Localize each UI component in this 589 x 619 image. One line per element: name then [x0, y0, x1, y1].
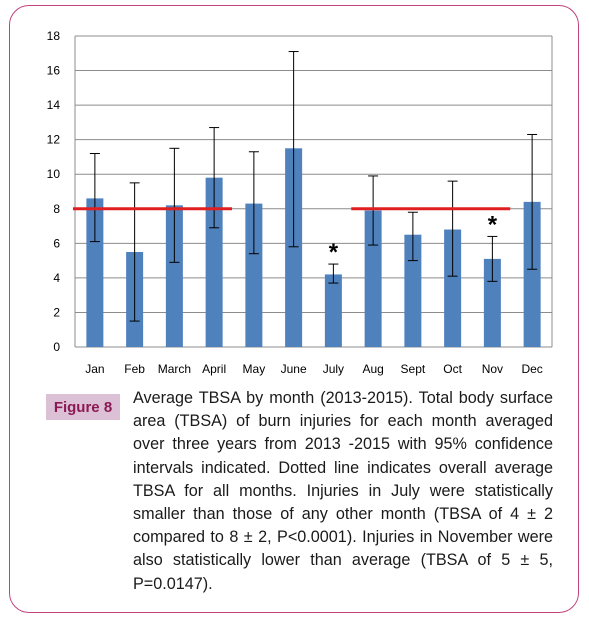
x-tick-label: Feb [124, 362, 145, 376]
bar-dec [523, 201, 541, 347]
x-tick-label: Nov [482, 362, 503, 376]
figure-caption: Average TBSA by month (2013-2015). Total… [133, 389, 553, 593]
y-tick-label: 14 [47, 98, 61, 112]
y-tick-label: 4 [53, 271, 60, 285]
x-tick-label: Aug [362, 362, 383, 376]
x-tick-label: June [281, 362, 307, 376]
x-tick-label: Dec [521, 362, 542, 376]
bar-may [245, 203, 263, 347]
bar-jan [86, 198, 104, 347]
bar-sept [404, 234, 422, 347]
x-tick-label: Jan [85, 362, 104, 376]
bar-july [324, 274, 342, 347]
significance-marker: * [329, 239, 339, 266]
x-tick-label: May [243, 362, 266, 376]
y-tick-label: 12 [47, 133, 61, 147]
y-tick-label: 10 [47, 167, 61, 181]
bar-chart: 0 2 4 6 8 10 12 14 16 18 * * Jan Feb March April May June… [47, 29, 553, 376]
y-tick-label: 6 [53, 236, 60, 250]
y-tick-label: 2 [53, 305, 60, 319]
bar-march [165, 205, 183, 347]
y-tick-label: 18 [47, 29, 61, 43]
y-tick-label: 16 [47, 64, 61, 78]
bar-oct [444, 229, 462, 347]
bar-june [285, 148, 303, 347]
y-tick-label: 8 [53, 202, 60, 216]
x-tick-label: Sept [401, 362, 426, 376]
significance-marker: * [488, 211, 498, 238]
x-tick-label: March [158, 362, 191, 376]
x-tick-label: April [202, 362, 226, 376]
x-tick-label: Oct [443, 362, 462, 376]
figure-label: Figure 8 [46, 394, 120, 420]
y-tick-label: 0 [53, 340, 60, 354]
bar-april [205, 177, 223, 347]
x-tick-label: July [323, 362, 344, 376]
